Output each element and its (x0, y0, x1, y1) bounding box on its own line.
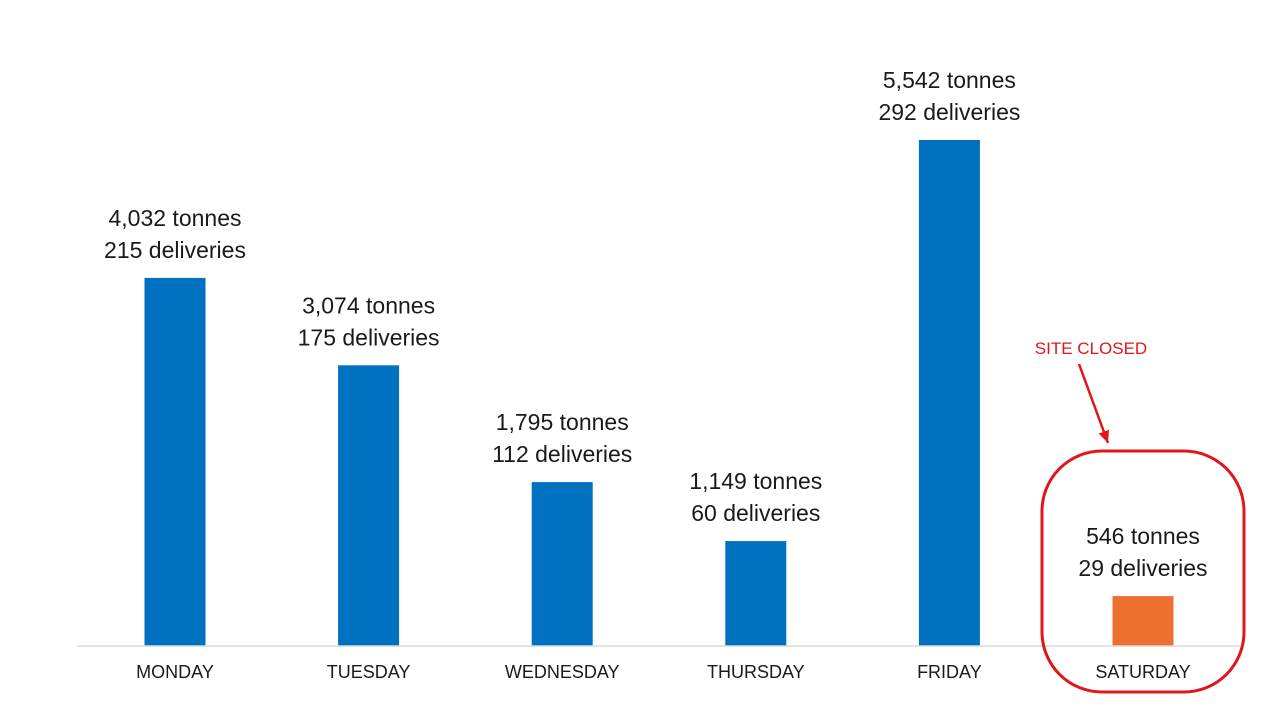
annotation-layer: SITE CLOSED (1035, 339, 1246, 694)
bar-wednesday (531, 482, 593, 646)
bars-layer (144, 140, 1174, 646)
bar-tuesday (338, 365, 400, 646)
tick-label-friday: FRIDAY (917, 662, 982, 682)
data-label-deliveries-saturday: 29 deliveries (1078, 555, 1207, 581)
data-label-deliveries-thursday: 60 deliveries (691, 500, 820, 526)
annotation-site-closed-text: SITE CLOSED (1035, 339, 1147, 358)
data-label-tonnes-tuesday: 3,074 tonnes (302, 292, 435, 318)
annotation-outline (1040, 449, 1246, 694)
data-label-deliveries-wednesday: 112 deliveries (492, 441, 632, 467)
labels-layer: 4,032 tonnes 215 deliveries MONDAY 3,074 to… (104, 67, 1208, 682)
data-label-tonnes-friday: 5,542 tonnes (883, 67, 1016, 93)
bar-thursday (725, 541, 787, 646)
data-label-deliveries-friday: 292 deliveries (878, 99, 1020, 125)
data-label-tonnes-wednesday: 1,795 tonnes (496, 409, 629, 435)
data-label-tonnes-thursday: 1,149 tonnes (689, 468, 822, 494)
tick-label-saturday: SATURDAY (1095, 662, 1190, 682)
tick-label-wednesday: WEDNESDAY (505, 662, 620, 682)
annotation-arrowhead (1098, 429, 1109, 443)
tick-label-tuesday: TUESDAY (327, 662, 411, 682)
data-label-tonnes-monday: 4,032 tonnes (108, 205, 241, 231)
bar-saturday (1112, 596, 1174, 646)
data-label-deliveries-monday: 215 deliveries (104, 237, 246, 263)
data-label-deliveries-tuesday: 175 deliveries (298, 324, 440, 350)
data-label-tonnes-saturday: 546 tonnes (1086, 523, 1200, 549)
annotation-arrow (1077, 363, 1110, 444)
bar-monday (144, 277, 206, 646)
tick-label-monday: MONDAY (136, 662, 214, 682)
bar-friday (918, 140, 980, 646)
tick-label-thursday: THURSDAY (707, 662, 805, 682)
